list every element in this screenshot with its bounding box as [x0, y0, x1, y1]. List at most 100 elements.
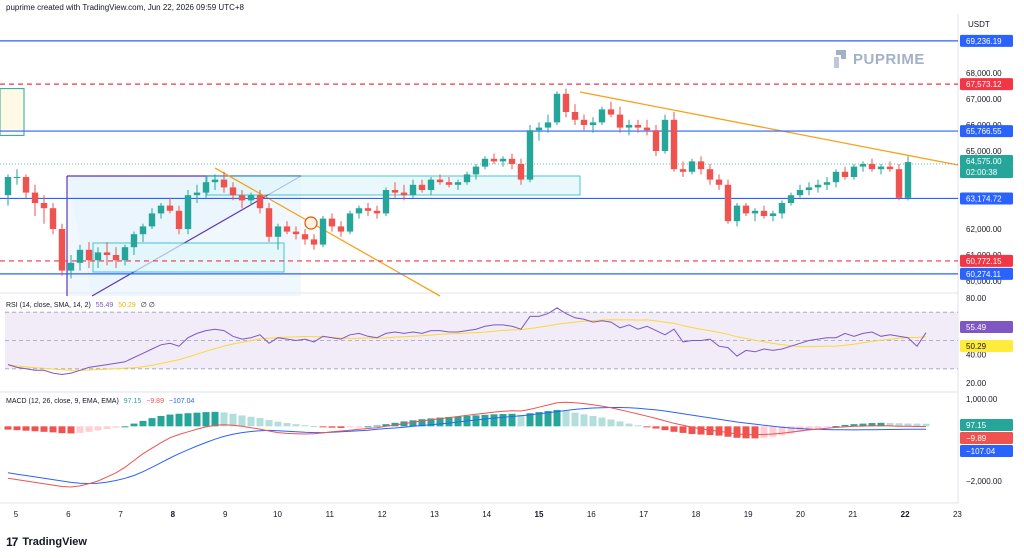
macd-hist-bar	[562, 411, 570, 427]
candle-body	[859, 164, 867, 167]
candle-body	[868, 164, 876, 170]
macd-hist-bar	[274, 421, 282, 427]
rsi-tick-label: 80.00	[966, 294, 987, 303]
macd-hist-bar	[184, 413, 192, 427]
macd-hist-bar	[607, 419, 615, 427]
time-tick-label: 10	[273, 510, 282, 519]
candle-body	[58, 229, 66, 271]
candle-body	[265, 208, 273, 237]
macd-hist-bar	[850, 424, 858, 427]
candle-body	[184, 195, 192, 229]
candle-body	[661, 119, 669, 151]
candle-body	[319, 218, 327, 245]
candle-body	[391, 190, 399, 193]
candle-body	[193, 192, 201, 196]
macd-hist-bar	[409, 420, 417, 427]
lower-zone-box	[92, 242, 285, 273]
macd-hist-bar	[310, 426, 318, 428]
macd-hist-bar	[553, 409, 561, 427]
candle-body	[94, 252, 102, 261]
rsi-axis-label: 55.49	[966, 323, 987, 332]
macd-hist-bar	[292, 424, 300, 427]
candle-body	[76, 249, 84, 263]
macd-signal-line	[7, 407, 926, 485]
macd-hist-bar	[229, 413, 237, 427]
macd-hist-bar	[517, 414, 525, 427]
macd-hist-bar	[589, 415, 597, 427]
candle-body	[418, 184, 426, 190]
macd-hist-bar	[643, 426, 651, 428]
candle-body	[634, 125, 642, 128]
price-axis-label-bg	[960, 125, 1013, 138]
candle-body	[652, 130, 660, 151]
candle-body	[103, 252, 111, 255]
macd-legend-macd: −9.89	[146, 398, 164, 405]
candle-body	[850, 166, 858, 177]
macd-hist-bar	[841, 424, 849, 427]
macd-hist-bar	[202, 412, 210, 427]
macd-hist-bar	[544, 411, 552, 427]
candle-body	[553, 93, 561, 123]
candle-body	[220, 179, 228, 188]
candle-body	[742, 205, 750, 214]
candle-body	[769, 213, 777, 216]
candle-body	[166, 205, 174, 211]
macd-hist-bar	[103, 426, 111, 430]
candle-body	[13, 177, 21, 178]
macd-hist-bar	[94, 426, 102, 431]
candle-body	[832, 171, 840, 183]
macd-axis-label-bg	[960, 419, 1013, 431]
macd-hist-bar	[868, 423, 876, 427]
macd-hist-bar	[679, 426, 687, 433]
macd-axis-label: −9.89	[966, 434, 987, 443]
macd-hist-bar	[724, 426, 732, 437]
macd-hist-bar	[13, 426, 21, 431]
price-tick-label: 68,000.00	[966, 69, 1002, 78]
price-tick-label: 60,000.00	[966, 277, 1002, 286]
candle-body	[4, 177, 12, 196]
candle-body	[499, 158, 507, 162]
candle-body	[301, 234, 309, 240]
candle-body	[463, 174, 471, 183]
macd-hist-bar	[670, 426, 678, 432]
time-tick-label: 9	[223, 510, 228, 519]
watermark-text: PUPRIME	[853, 50, 925, 68]
time-tick-label: 18	[691, 510, 700, 519]
macd-hist-bar	[499, 414, 507, 427]
candle-body	[85, 249, 93, 261]
rsi-legend-sma: 50.29	[118, 302, 136, 309]
candle-body	[796, 190, 804, 196]
candle-body	[895, 169, 903, 198]
candle-body	[445, 182, 453, 185]
time-tick-label: 5	[14, 510, 19, 519]
price-axis-label: 64,575.00	[966, 157, 1002, 166]
candle-body	[400, 192, 408, 196]
macd-hist-bar	[256, 418, 264, 427]
macd-legend: MACD (12, 26, close, 9, EMA, EMA) 97.15 …	[6, 398, 194, 405]
macd-hist-bar	[31, 426, 39, 432]
macd-hist-bar	[40, 426, 48, 432]
price-axis-label-bg	[960, 267, 1013, 280]
price-axis-label: 60,274.11	[966, 270, 1002, 279]
candle-body	[454, 182, 462, 185]
tradingview-logo-icon: 17	[6, 535, 18, 549]
macd-hist-bar	[913, 423, 921, 427]
falling-trendline	[214, 167, 441, 297]
macd-hist-bar	[193, 412, 201, 427]
macd-hist-bar	[319, 426, 327, 428]
candle-body	[355, 208, 363, 214]
axis-unit: USDT	[968, 20, 990, 29]
macd-hist-bar	[616, 421, 624, 427]
candle-body	[841, 171, 849, 177]
candle-body	[544, 122, 552, 128]
macd-hist-bar	[445, 417, 453, 427]
macd-hist-bar	[22, 426, 30, 431]
macd-hist-bar	[58, 426, 66, 434]
macd-hist-bar	[427, 418, 435, 427]
macd-hist-bar	[238, 415, 246, 427]
macd-hist-bar	[742, 426, 750, 439]
candle-body	[877, 166, 885, 170]
time-tick-label: 7	[118, 510, 123, 519]
candle-body	[121, 247, 129, 261]
